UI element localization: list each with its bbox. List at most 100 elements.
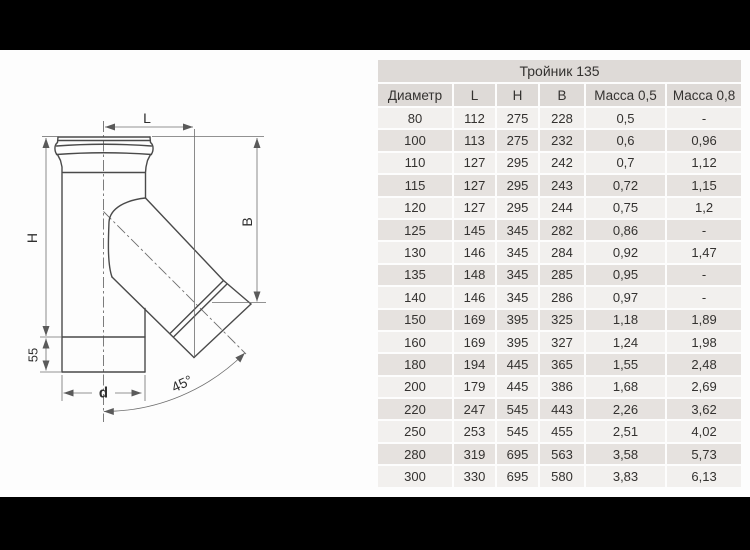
table-cell: 327: [540, 331, 584, 353]
table-cell: 295: [497, 197, 538, 218]
bell-left-edge: [54, 136, 63, 373]
table-row: 135 148 345 285 0,95-: [378, 264, 742, 286]
column-header-h: H: [497, 84, 538, 106]
label-tail-55: 55: [26, 348, 41, 362]
table-cell: 113: [454, 130, 495, 151]
table-cell: 160: [378, 331, 452, 353]
table-cell: 1,55: [586, 354, 665, 375]
table-row: 115 127 295 243 0,72 1,15: [378, 175, 742, 196]
content-area: L H B 55 d 45° Тройник 135 Диаметр L: [0, 50, 750, 497]
table-cell: 1,24: [586, 331, 665, 353]
table-cell: 345: [497, 219, 538, 241]
table-cell: 243: [540, 175, 584, 196]
branch-socket-line-2: [173, 283, 228, 338]
table-cell: 4,02: [667, 421, 742, 442]
table-cell: 146: [454, 242, 495, 263]
table-cell: 5,73: [667, 443, 742, 465]
branch-bottom-edge: [111, 276, 195, 359]
table-cell: 345: [497, 287, 538, 308]
table-cell: 112: [454, 108, 495, 129]
spec-table: Тройник 135 Диаметр L H B Масса 0,5 Масс…: [376, 58, 743, 489]
table-cell: 1,98: [667, 331, 742, 353]
table-cell: 2,26: [586, 399, 665, 420]
table-cell: 0,72: [586, 175, 665, 196]
table-cell: 179: [454, 376, 495, 398]
table-cell: 695: [497, 443, 538, 465]
table-row: 200 179 445 386 1,68 2,69: [378, 376, 742, 398]
branch-socket-line: [169, 279, 225, 334]
column-header-b: B: [540, 84, 584, 106]
column-header-l: L: [454, 84, 495, 106]
table-cell: 247: [454, 399, 495, 420]
bell-bead-lower: [55, 152, 153, 156]
table-cell: 127: [454, 152, 495, 174]
table-cell: 253: [454, 421, 495, 442]
table-cell: 80: [378, 108, 452, 129]
letterbox-bottom: [0, 497, 750, 550]
centerlines: [103, 121, 247, 422]
table-cell: 0,7: [586, 152, 665, 174]
letterbox-top: [0, 0, 750, 50]
label-length-L: L: [143, 110, 151, 126]
branch-outline: [107, 197, 252, 359]
table-header-row: Диаметр L H B Масса 0,5 Масса 0,8: [378, 84, 742, 106]
table-cell: 445: [497, 354, 538, 375]
label-height-H: H: [24, 233, 40, 243]
table-cell: 130: [378, 242, 452, 263]
table-cell: 285: [540, 264, 584, 286]
table-cell: 345: [497, 242, 538, 263]
table-row: 250 253 545 455 2,51 4,02: [378, 421, 742, 442]
spec-table-body: 80 112 275 228 0,5-100 113 275 232 0,6 0,96 110 127…: [378, 108, 742, 487]
table-cell: 242: [540, 152, 584, 174]
table-cell: 1,12: [667, 152, 742, 174]
table-cell: 0,86: [586, 219, 665, 241]
table-cell: 455: [540, 421, 584, 442]
table-row: 300 330 695 580 3,83 6,13: [378, 466, 742, 487]
table-cell: 395: [497, 309, 538, 330]
table-cell: 148: [454, 264, 495, 286]
table-row: 280 319 695 563 3,58 5,73: [378, 443, 742, 465]
table-cell: 0,75: [586, 197, 665, 218]
table-cell: 180: [378, 354, 452, 375]
table-cell: 125: [378, 219, 452, 241]
table-cell: 445: [497, 376, 538, 398]
table-cell: 2,51: [586, 421, 665, 442]
table-cell: 135: [378, 264, 452, 286]
dimension-lines: [42, 123, 261, 415]
table-cell: 120: [378, 197, 452, 218]
table-cell: 115: [378, 175, 452, 196]
column-header-mass08: Масса 0,8: [667, 84, 742, 106]
table-row: 120 127 295 244 0,75 1,2: [378, 197, 742, 218]
branch-centerline: [103, 211, 247, 355]
table-cell: 275: [497, 130, 538, 151]
table-cell: -: [667, 264, 742, 286]
table-cell: 232: [540, 130, 584, 151]
bell-right-edge: [144, 136, 154, 199]
table-cell: 140: [378, 287, 452, 308]
table-cell: 228: [540, 108, 584, 129]
table-row: 180 194 445 365 1,55 2,48: [378, 354, 742, 375]
table-cell: 100: [378, 130, 452, 151]
table-cell: 286: [540, 287, 584, 308]
angle-arc: [103, 352, 246, 415]
label-diameter-d: d: [99, 385, 108, 402]
table-cell: 127: [454, 197, 495, 218]
table-cell: 319: [454, 443, 495, 465]
pipe-outline: [54, 136, 154, 373]
table-cell: 0,97: [586, 287, 665, 308]
table-cell: 280: [378, 443, 452, 465]
column-header-diameter: Диаметр: [378, 84, 452, 106]
table-row: 110 127 295 242 0,7 1,12: [378, 152, 742, 174]
table-cell: 1,18: [586, 309, 665, 330]
table-cell: -: [667, 108, 742, 129]
table-row: 100 113 275 232 0,6 0,96: [378, 130, 742, 151]
table-cell: 345: [497, 264, 538, 286]
table-cell: 1,2: [667, 197, 742, 218]
table-cell: 1,68: [586, 376, 665, 398]
table-cell: 0,92: [586, 242, 665, 263]
table-cell: 443: [540, 399, 584, 420]
table-cell: 3,62: [667, 399, 742, 420]
table-cell: 545: [497, 421, 538, 442]
table-row: 125 145 345 282 0,86-: [378, 219, 742, 241]
